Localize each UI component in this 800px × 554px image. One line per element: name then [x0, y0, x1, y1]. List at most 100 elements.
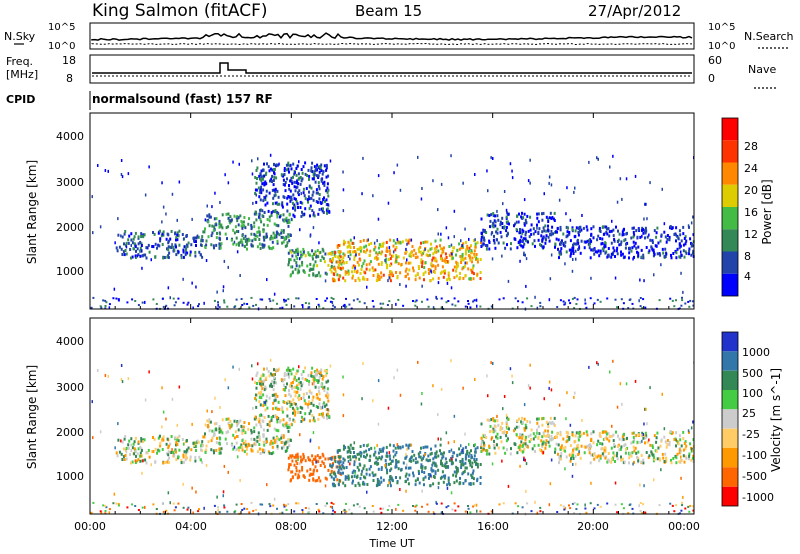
- velocity-cell: [496, 432, 499, 436]
- velocity-cell: [682, 454, 685, 458]
- power-cell: [612, 246, 615, 250]
- power-cell: [304, 207, 307, 211]
- power-ground-cell: [343, 303, 346, 306]
- velocity-noise-cell: [446, 486, 449, 490]
- velocity-ground-cell: [112, 502, 115, 505]
- power-cell: [134, 245, 137, 248]
- velocity-noise-cell: [104, 374, 107, 377]
- power-cell: [504, 246, 507, 250]
- power-ground-cell: [440, 306, 443, 309]
- power-cell: [613, 249, 616, 253]
- velocity-cell: [488, 452, 491, 456]
- velocity-cell: [275, 368, 278, 372]
- power-cell: [636, 235, 639, 239]
- power-ground-cell: [397, 298, 400, 301]
- velocity-cell: [431, 469, 434, 473]
- power-cell: [670, 253, 672, 257]
- velocity-cell: [320, 383, 323, 387]
- power-cell: [307, 168, 310, 172]
- power-cell: [476, 272, 479, 276]
- velocity-noise-cell: [523, 403, 526, 407]
- velocity-cell: [621, 438, 624, 442]
- power-cell: [624, 246, 627, 250]
- velocity-noise-cell: [646, 422, 648, 426]
- power-cell: [392, 239, 395, 243]
- velocity-colorbar-swatch: [722, 486, 738, 506]
- power-cell: [544, 224, 547, 228]
- velocity-cell: [345, 476, 348, 479]
- power-cell: [272, 196, 275, 200]
- velocity-ground-cell: [593, 507, 596, 510]
- power-cell: [579, 251, 582, 255]
- power-cell: [437, 249, 440, 253]
- power-cell: [210, 243, 213, 247]
- power-cell: [394, 260, 397, 264]
- velocity-ground-cell: [141, 506, 144, 509]
- power-ground-cell: [329, 300, 332, 303]
- velocity-ground-cell: [285, 508, 288, 511]
- power-cell: [524, 233, 527, 237]
- power-cell: [533, 239, 536, 243]
- velocity-cell: [238, 448, 240, 452]
- power-ground-cell: [248, 306, 251, 309]
- xtick-1600: 16:00: [477, 520, 509, 533]
- velocity-noise-cell: [257, 362, 259, 366]
- velocity-cell: [543, 434, 546, 438]
- power-ground-cell: [402, 304, 405, 307]
- power-cell: [307, 200, 309, 204]
- velocity-cell: [480, 443, 483, 447]
- power-cell: [430, 242, 432, 246]
- velocity-cell: [365, 468, 368, 472]
- power-cell: [462, 242, 465, 246]
- velocity-cell: [380, 480, 383, 484]
- velocity-ground-cell: [639, 502, 642, 504]
- velocity-noise-cell: [611, 424, 613, 428]
- velocity-noise-cell: [548, 380, 551, 384]
- noise-panel: N.Sky 10^5 10^0 10^5 10^0 N.Search: [4, 22, 794, 52]
- power-noise-cell: [543, 192, 545, 196]
- power-cell: [440, 257, 442, 261]
- velocity-cell: [673, 438, 676, 441]
- velocity-cell: [193, 443, 195, 447]
- power-cell: [461, 252, 464, 256]
- power-cell: [258, 242, 261, 246]
- velocity-cell: [286, 407, 289, 411]
- power-cell: [642, 253, 645, 257]
- velocity-cell: [444, 474, 447, 478]
- velocity-cell: [166, 437, 169, 441]
- power-cell: [268, 215, 271, 219]
- power-ground-cell: [371, 300, 374, 302]
- velocity-cell: [182, 455, 185, 459]
- power-cell: [312, 190, 315, 194]
- power-noise-cell: [653, 273, 655, 277]
- velocity-cell: [678, 451, 681, 455]
- power-cell: [588, 246, 591, 250]
- velocity-cell: [289, 439, 292, 442]
- velocity-cell: [287, 423, 290, 427]
- velocity-cell: [435, 450, 438, 454]
- velocity-cell: [148, 455, 151, 459]
- velocity-noise-cell: [525, 462, 528, 466]
- velocity-cell: [301, 458, 304, 462]
- velocity-cell: [364, 455, 367, 459]
- power-noise-cell: [162, 205, 165, 209]
- power-ground-cell: [517, 300, 520, 303]
- power-noise-cell: [273, 292, 276, 296]
- power-cell: [209, 215, 212, 219]
- velocity-noise-cell: [354, 471, 356, 475]
- power-noise-cell: [217, 303, 219, 307]
- velocity-noise-cell: [440, 437, 442, 441]
- velocity-noise-cell: [211, 410, 213, 414]
- velocity-ground-cell: [573, 501, 576, 504]
- velocity-cell: [488, 444, 491, 448]
- power-cell: [633, 255, 635, 259]
- velocity-cell: [274, 398, 277, 402]
- velocity-cell: [479, 482, 482, 485]
- velocity-cell: [211, 436, 214, 440]
- power-cell: [599, 249, 602, 253]
- power-noise-cell: [396, 238, 399, 242]
- power-noise-cell: [142, 254, 144, 258]
- velocity-cell: [394, 453, 397, 457]
- velocity-ground-cell: [490, 510, 493, 513]
- velocity-cell: [314, 479, 317, 483]
